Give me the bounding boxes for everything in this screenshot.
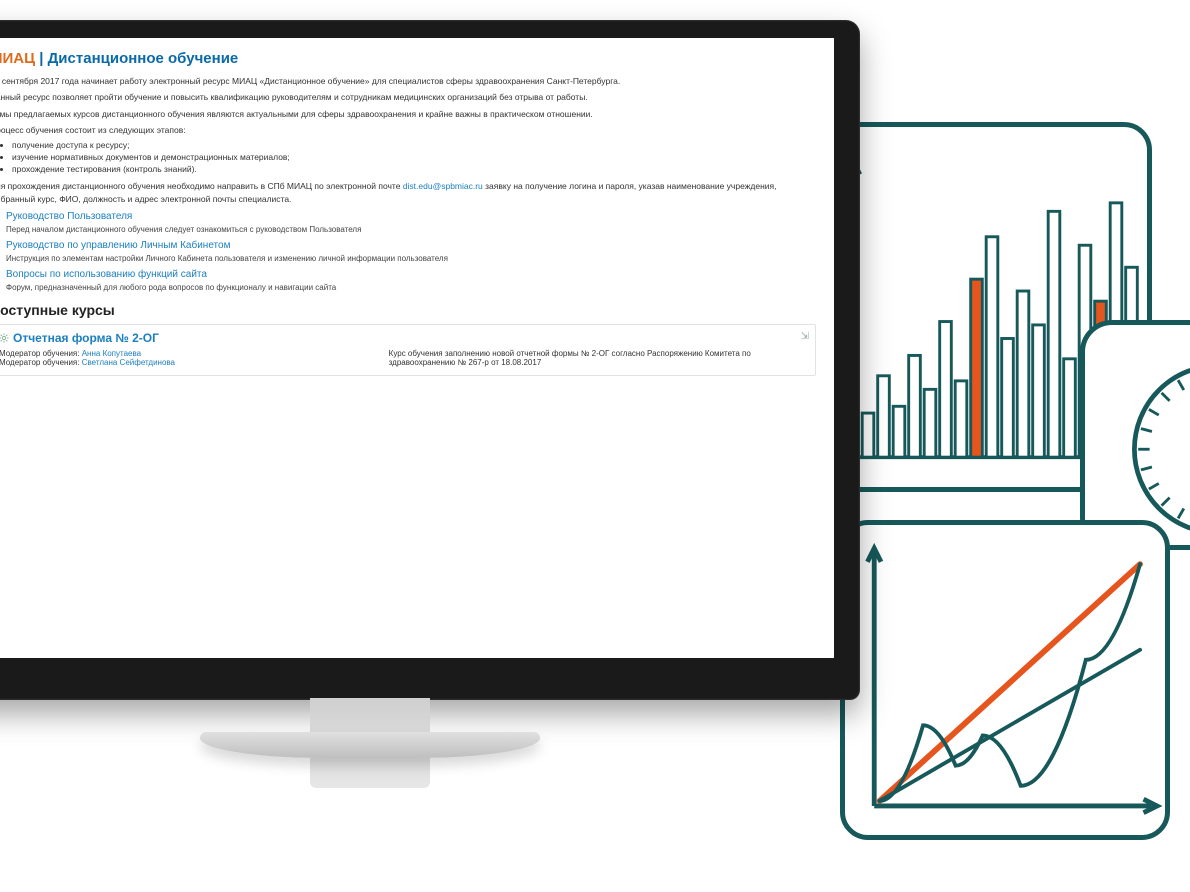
- courses-heading: Доступные курсы: [0, 302, 816, 318]
- apply-p: Для прохождения дистанционного обучения …: [0, 180, 816, 205]
- step-item: получение доступа к ресурсу;: [12, 140, 816, 150]
- doc-link[interactable]: Руководство Пользователя: [6, 211, 132, 222]
- doc-link[interactable]: Руководство по управлению Личным Кабинет…: [6, 240, 230, 251]
- course-desc: Курс обучения заполнению новой отчетной …: [389, 349, 807, 367]
- intro-p2: Данный ресурс позволяет пройти обучение …: [0, 91, 816, 103]
- doc-item: Руководство по управлению Личным Кабинет…: [0, 240, 816, 252]
- monitor-mockup: анционное обучение ▭▭ иию Личным Кабинет…: [0, 20, 860, 758]
- doc-desc: Перед началом дистанционного обучения сл…: [6, 225, 816, 234]
- course-card[interactable]: ⇲ Отчетная форма № 2-ОГ Модератор обучен…: [0, 324, 816, 376]
- apply-email-link[interactable]: dist.edu@spbmiac.ru: [403, 181, 483, 191]
- doc-item: Руководство Пользователя: [0, 211, 816, 223]
- step-item: прохождение тестирования (контроль знани…: [12, 164, 816, 174]
- doc-desc: Форум, предназначенный для любого рода в…: [6, 283, 816, 292]
- doc-desc: Инструкция по элементам настройки Личног…: [6, 254, 816, 263]
- gauge-panel: [1080, 320, 1190, 550]
- intro-p1: 20 сентября 2017 года начинает работу эл…: [0, 75, 816, 87]
- page-heading: МИАЦ | Дистанционное обучение: [0, 50, 816, 67]
- doc-item: Вопросы по использованию функций сайта: [0, 269, 816, 281]
- moderator-link[interactable]: Светлана Сейфетдинова: [82, 358, 175, 367]
- moderator-link[interactable]: Анна Копутаева: [82, 349, 141, 358]
- enter-course-icon[interactable]: ⇲: [801, 331, 809, 342]
- intro-p3: Темы предлагаемых курсов дистанционного …: [0, 108, 816, 120]
- step-item: изучение нормативных документов и демонс…: [12, 152, 816, 162]
- steps-list: получение доступа к ресурсу; изучение нор…: [12, 140, 816, 174]
- gear-icon: [0, 333, 9, 343]
- line-chart-panel: [840, 520, 1170, 840]
- doc-link[interactable]: Вопросы по использованию функций сайта: [6, 269, 207, 280]
- intro-p4: Процесс обучения состоит из следующих эт…: [0, 124, 816, 136]
- course-title-link[interactable]: Отчетная форма № 2-ОГ: [13, 331, 159, 345]
